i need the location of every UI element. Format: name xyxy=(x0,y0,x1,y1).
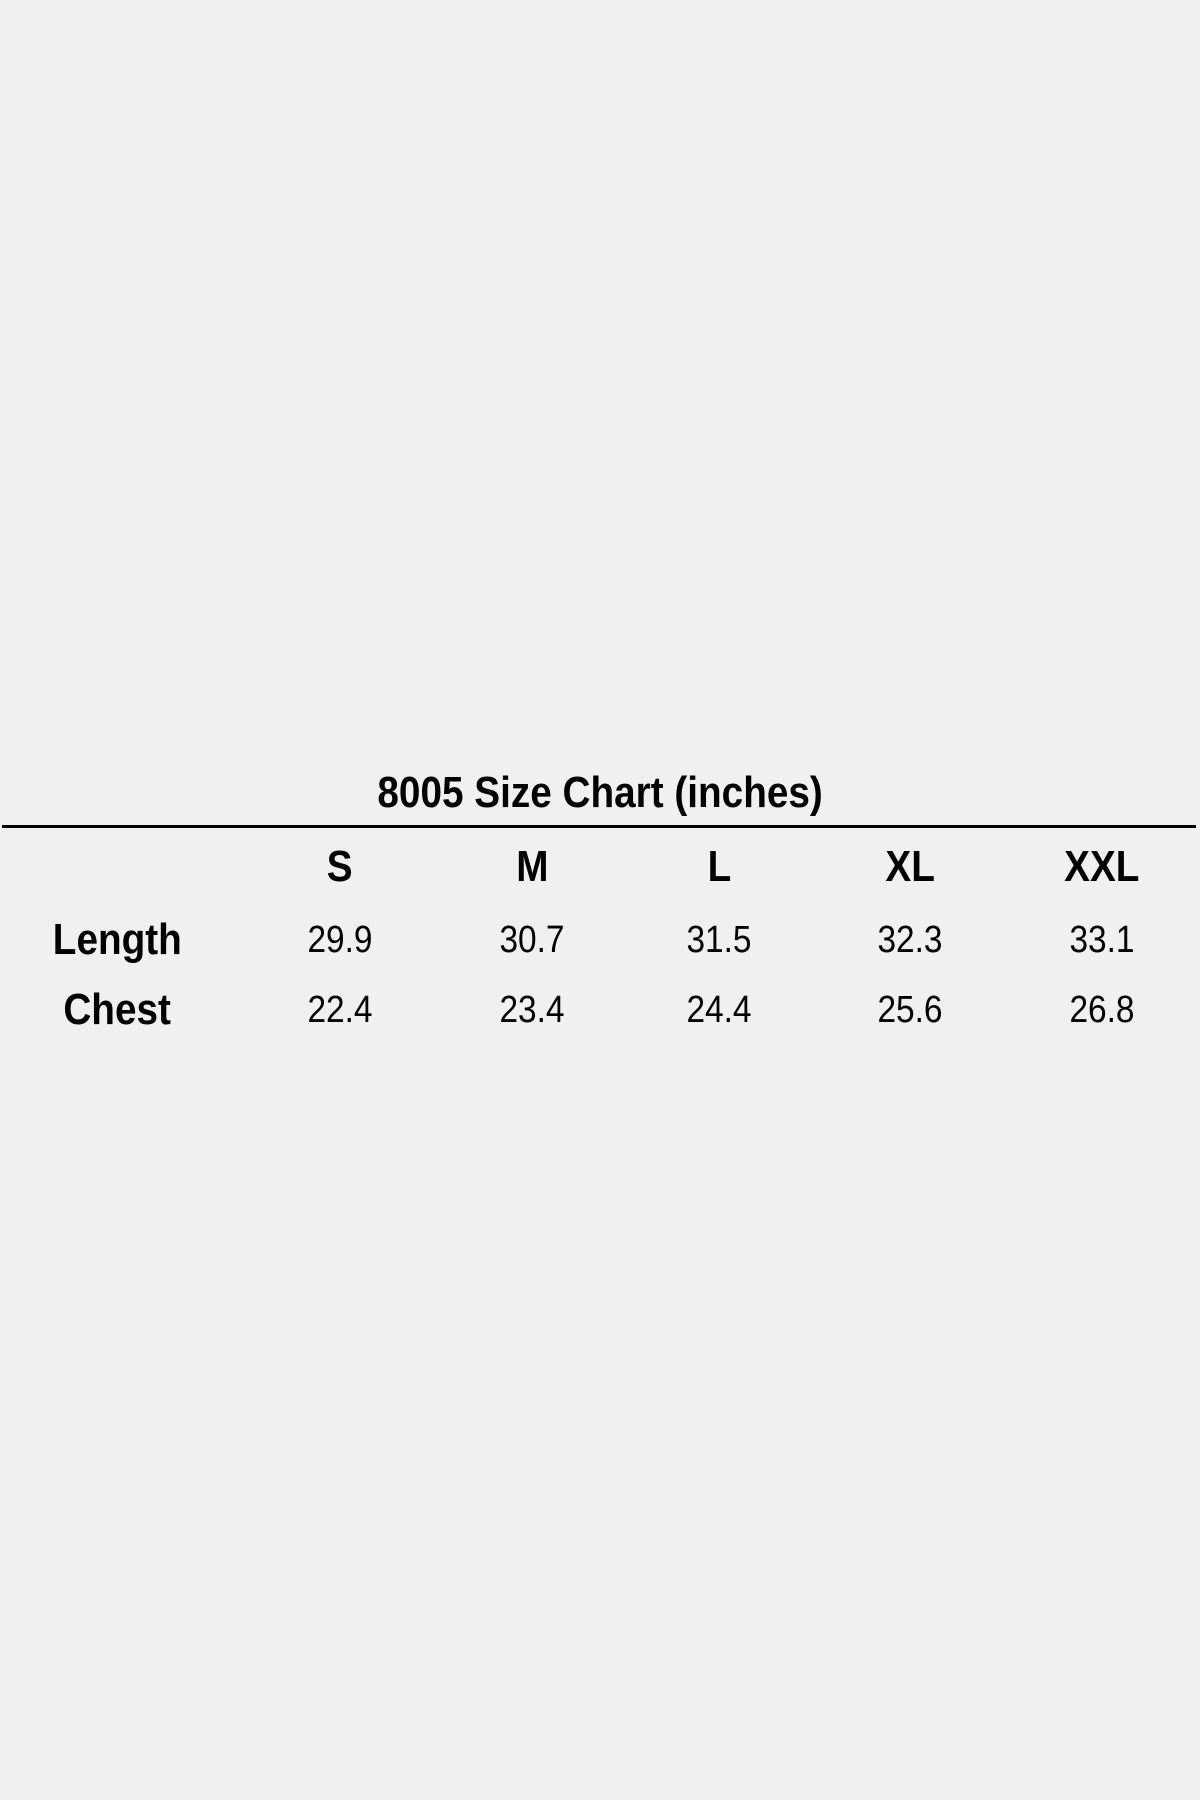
table-cell-text: 26.8 xyxy=(1069,989,1135,1031)
row-label-chest-text: Chest xyxy=(63,985,171,1034)
header-divider xyxy=(2,825,1196,828)
table-cell: 23.4 xyxy=(442,985,622,1035)
table-cell-text: 22.4 xyxy=(307,989,373,1031)
table-cell-text: 24.4 xyxy=(686,989,752,1031)
row-label-length-text: Length xyxy=(52,915,182,964)
size-header-l: L xyxy=(629,842,809,892)
size-header-m: M xyxy=(442,842,622,892)
table-cell: 31.5 xyxy=(629,915,809,965)
table-cell: 32.3 xyxy=(820,915,1000,965)
row-label-chest: Chest xyxy=(27,985,207,1035)
size-header-xl: XL xyxy=(820,842,1000,892)
table-cell: 29.9 xyxy=(250,915,430,965)
size-header-s: S xyxy=(250,842,430,892)
size-header-l-text: L xyxy=(707,842,731,891)
table-cell-text: 23.4 xyxy=(499,989,565,1031)
table-cell-text: 25.6 xyxy=(877,989,943,1031)
size-chart-title: 8005 Size Chart (inches) xyxy=(0,766,1200,820)
table-cell: 24.4 xyxy=(629,985,809,1035)
table-cell-text: 29.9 xyxy=(307,919,373,961)
table-cell-text: 30.7 xyxy=(499,919,565,961)
table-cell-text: 31.5 xyxy=(686,919,752,961)
table-cell: 22.4 xyxy=(250,985,430,1035)
size-header-xxl-text: XXL xyxy=(1064,842,1140,891)
title-text: 8005 Size Chart (inches) xyxy=(377,768,823,817)
size-header-m-text: M xyxy=(515,842,549,891)
table-cell-text: 32.3 xyxy=(877,919,943,961)
table-cell: 33.1 xyxy=(1012,915,1192,965)
size-header-xxl: XXL xyxy=(1012,842,1192,892)
table-cell-text: 33.1 xyxy=(1069,919,1135,961)
table-cell: 25.6 xyxy=(820,985,1000,1035)
table-cell: 30.7 xyxy=(442,915,622,965)
size-header-xl-text: XL xyxy=(885,842,935,891)
row-label-length: Length xyxy=(27,915,207,965)
size-header-s-text: S xyxy=(327,842,353,891)
table-cell: 26.8 xyxy=(1012,985,1192,1035)
